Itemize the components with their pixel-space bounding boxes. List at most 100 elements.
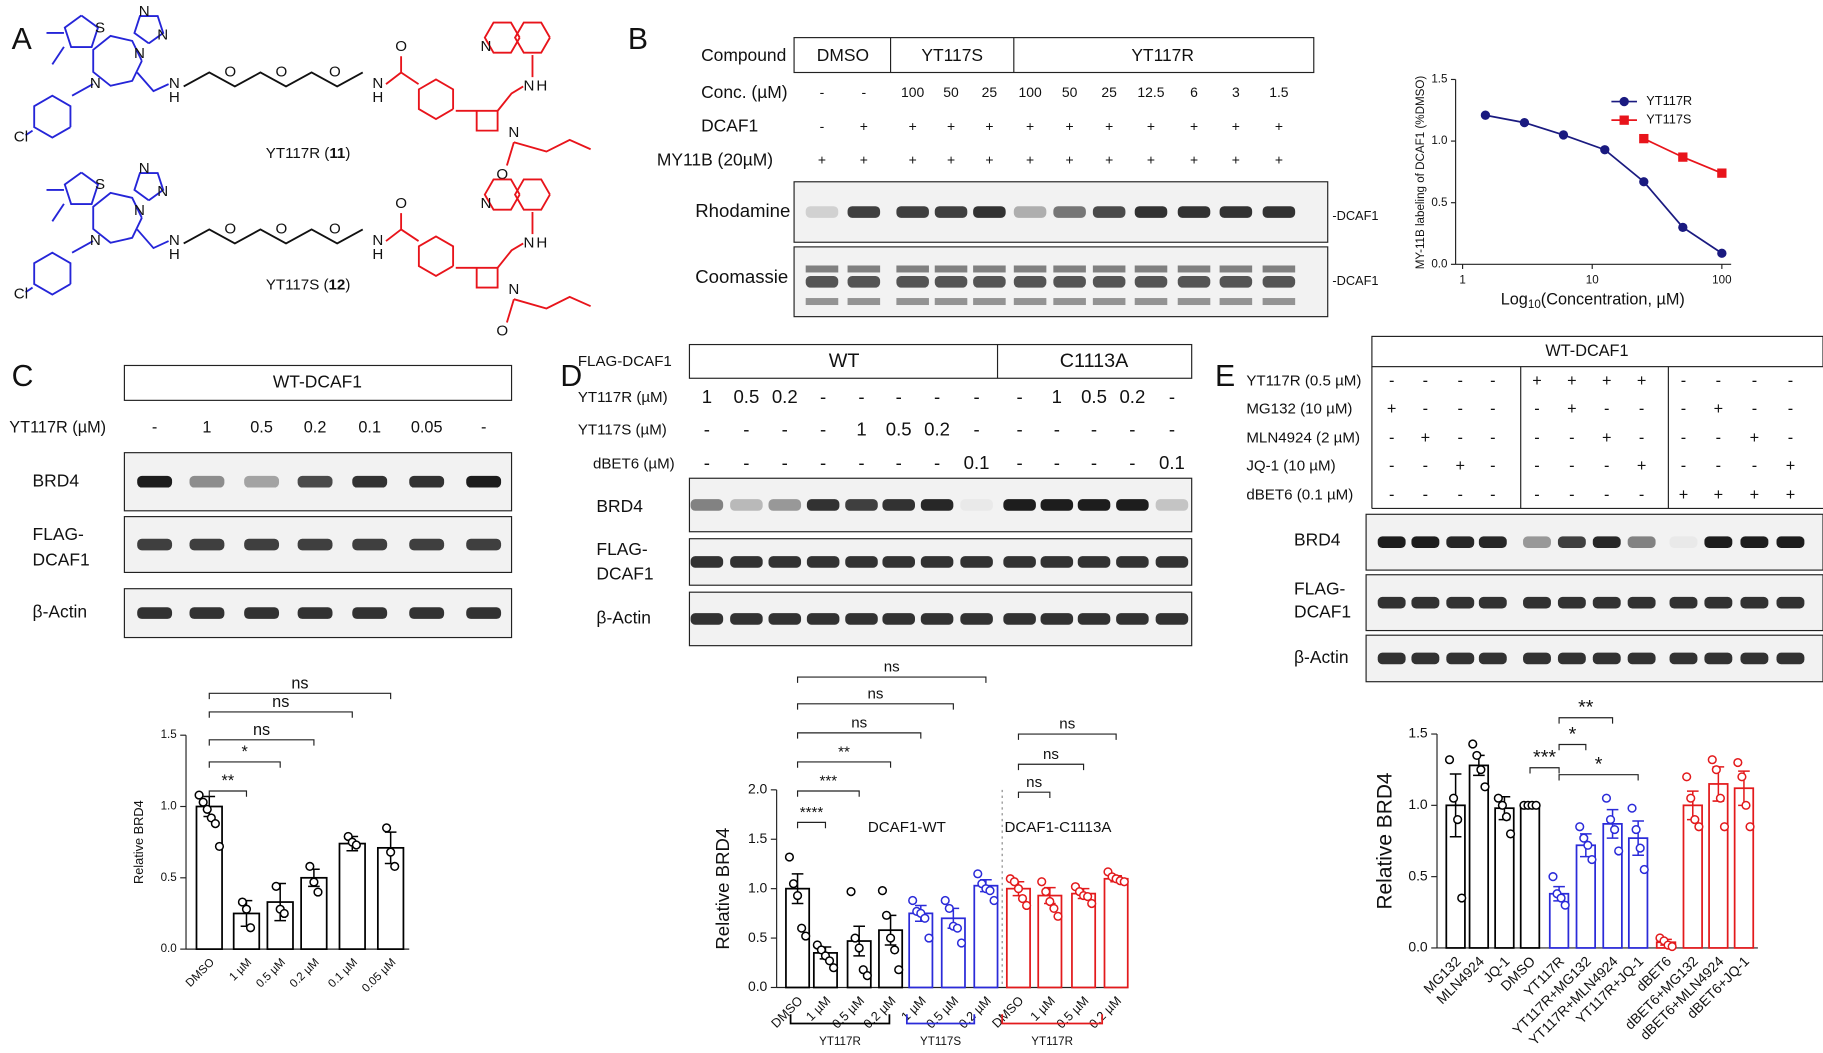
data-point [1583,840,1593,850]
lane-label: + [1105,118,1113,134]
lane-label: + [818,152,826,168]
atom-label: O [395,38,407,55]
band [1177,298,1211,306]
lane-label: 1 [1052,386,1062,407]
lane-label: + [1456,457,1466,475]
band [1627,652,1656,665]
x-tick-label: DMSO [183,956,217,990]
lane-label: - [1458,400,1463,418]
row-label: Compound [701,45,786,65]
lane-label: - [1788,372,1793,390]
significance-label: ns [1026,774,1042,791]
band [845,556,878,568]
row-label: dBET6 (0.1 µM) [1246,487,1353,504]
ring [133,15,165,45]
y-tick-label: 1.5 [748,830,768,846]
data-point [1037,877,1047,887]
x-tick-label: 1 [1459,274,1465,287]
lane-label: + [1679,486,1689,504]
x-tick-label: 0.2 µM [287,956,321,990]
legend-marker [1619,115,1629,125]
lane-label: + [1232,118,1240,134]
blot-background [123,516,513,574]
lane-label: + [1532,372,1542,390]
significance-bracket [1017,733,1117,740]
data-point [1476,765,1486,775]
data-point [1694,822,1704,832]
band [1003,556,1036,568]
lane-label: + [947,152,955,168]
data-point [1556,893,1566,903]
row-label: dBET6 (µM) [593,455,675,472]
data-point [1717,168,1727,178]
lane-label: 3 [1232,84,1240,100]
lane-label: - [1129,452,1135,473]
band [1557,596,1586,609]
lane-label: - [896,452,902,473]
band [189,607,225,619]
band [352,538,388,551]
blot-label: BRD4 [596,496,643,516]
significance-label: ns [291,674,308,692]
band [690,556,724,568]
lane-label: 50 [943,84,959,100]
data-point [1009,877,1019,887]
y-tick-label: 0.5 [1431,196,1447,209]
band [1592,596,1621,609]
lane-label: - [820,452,826,473]
significance-bracket [1017,763,1085,771]
lane-label: - [820,84,825,100]
data-point [846,887,856,897]
band [1219,298,1253,306]
data-point [989,895,999,906]
band [352,475,388,488]
y-tick-label: 0.0 [161,942,177,955]
bond [51,203,65,222]
band [137,475,173,488]
ring [92,191,143,244]
data-point [1639,133,1649,144]
compound-name: YT117S (12) [266,276,351,293]
lane-label: 100 [901,84,925,100]
band [768,613,802,625]
data-point [279,908,289,919]
band [896,275,929,288]
band [882,499,915,511]
band [1053,275,1086,288]
significance-label: ns [1059,716,1075,733]
ring [63,14,100,49]
atom-label: N [139,3,150,20]
band [1003,613,1036,625]
lane-label: - [1389,372,1394,390]
band [1669,652,1698,665]
band [409,538,445,551]
bond [51,46,65,65]
data-point [210,819,220,829]
row-label: MG132 (10 µM) [1246,401,1352,418]
significance-label: ns [272,693,289,711]
data-point [788,879,799,889]
atom-label: N [169,232,180,249]
band [1077,499,1111,511]
data-point [801,931,811,941]
y-tick-label: 0.0 [1431,257,1447,270]
y-tick-label: 0.0 [748,978,768,994]
band [896,298,929,306]
band [244,475,280,488]
band [244,538,280,551]
x-tick-label: 0.5 µM [1053,993,1091,1031]
lane-label: - [1091,452,1097,473]
data-point [985,886,995,896]
lane-label: - [820,118,825,134]
y-tick-label: 1.0 [1408,796,1428,812]
data-point [952,923,963,933]
ring [417,235,455,278]
band [805,298,839,306]
data-point [1505,829,1516,839]
data-point [1480,110,1491,120]
lane-label: - [704,418,710,439]
x-tick-label: 0.5 µM [923,993,961,1031]
x-axis-label-part: (Concentration, µM) [1541,291,1685,309]
data-point [890,945,900,955]
band [137,607,173,619]
